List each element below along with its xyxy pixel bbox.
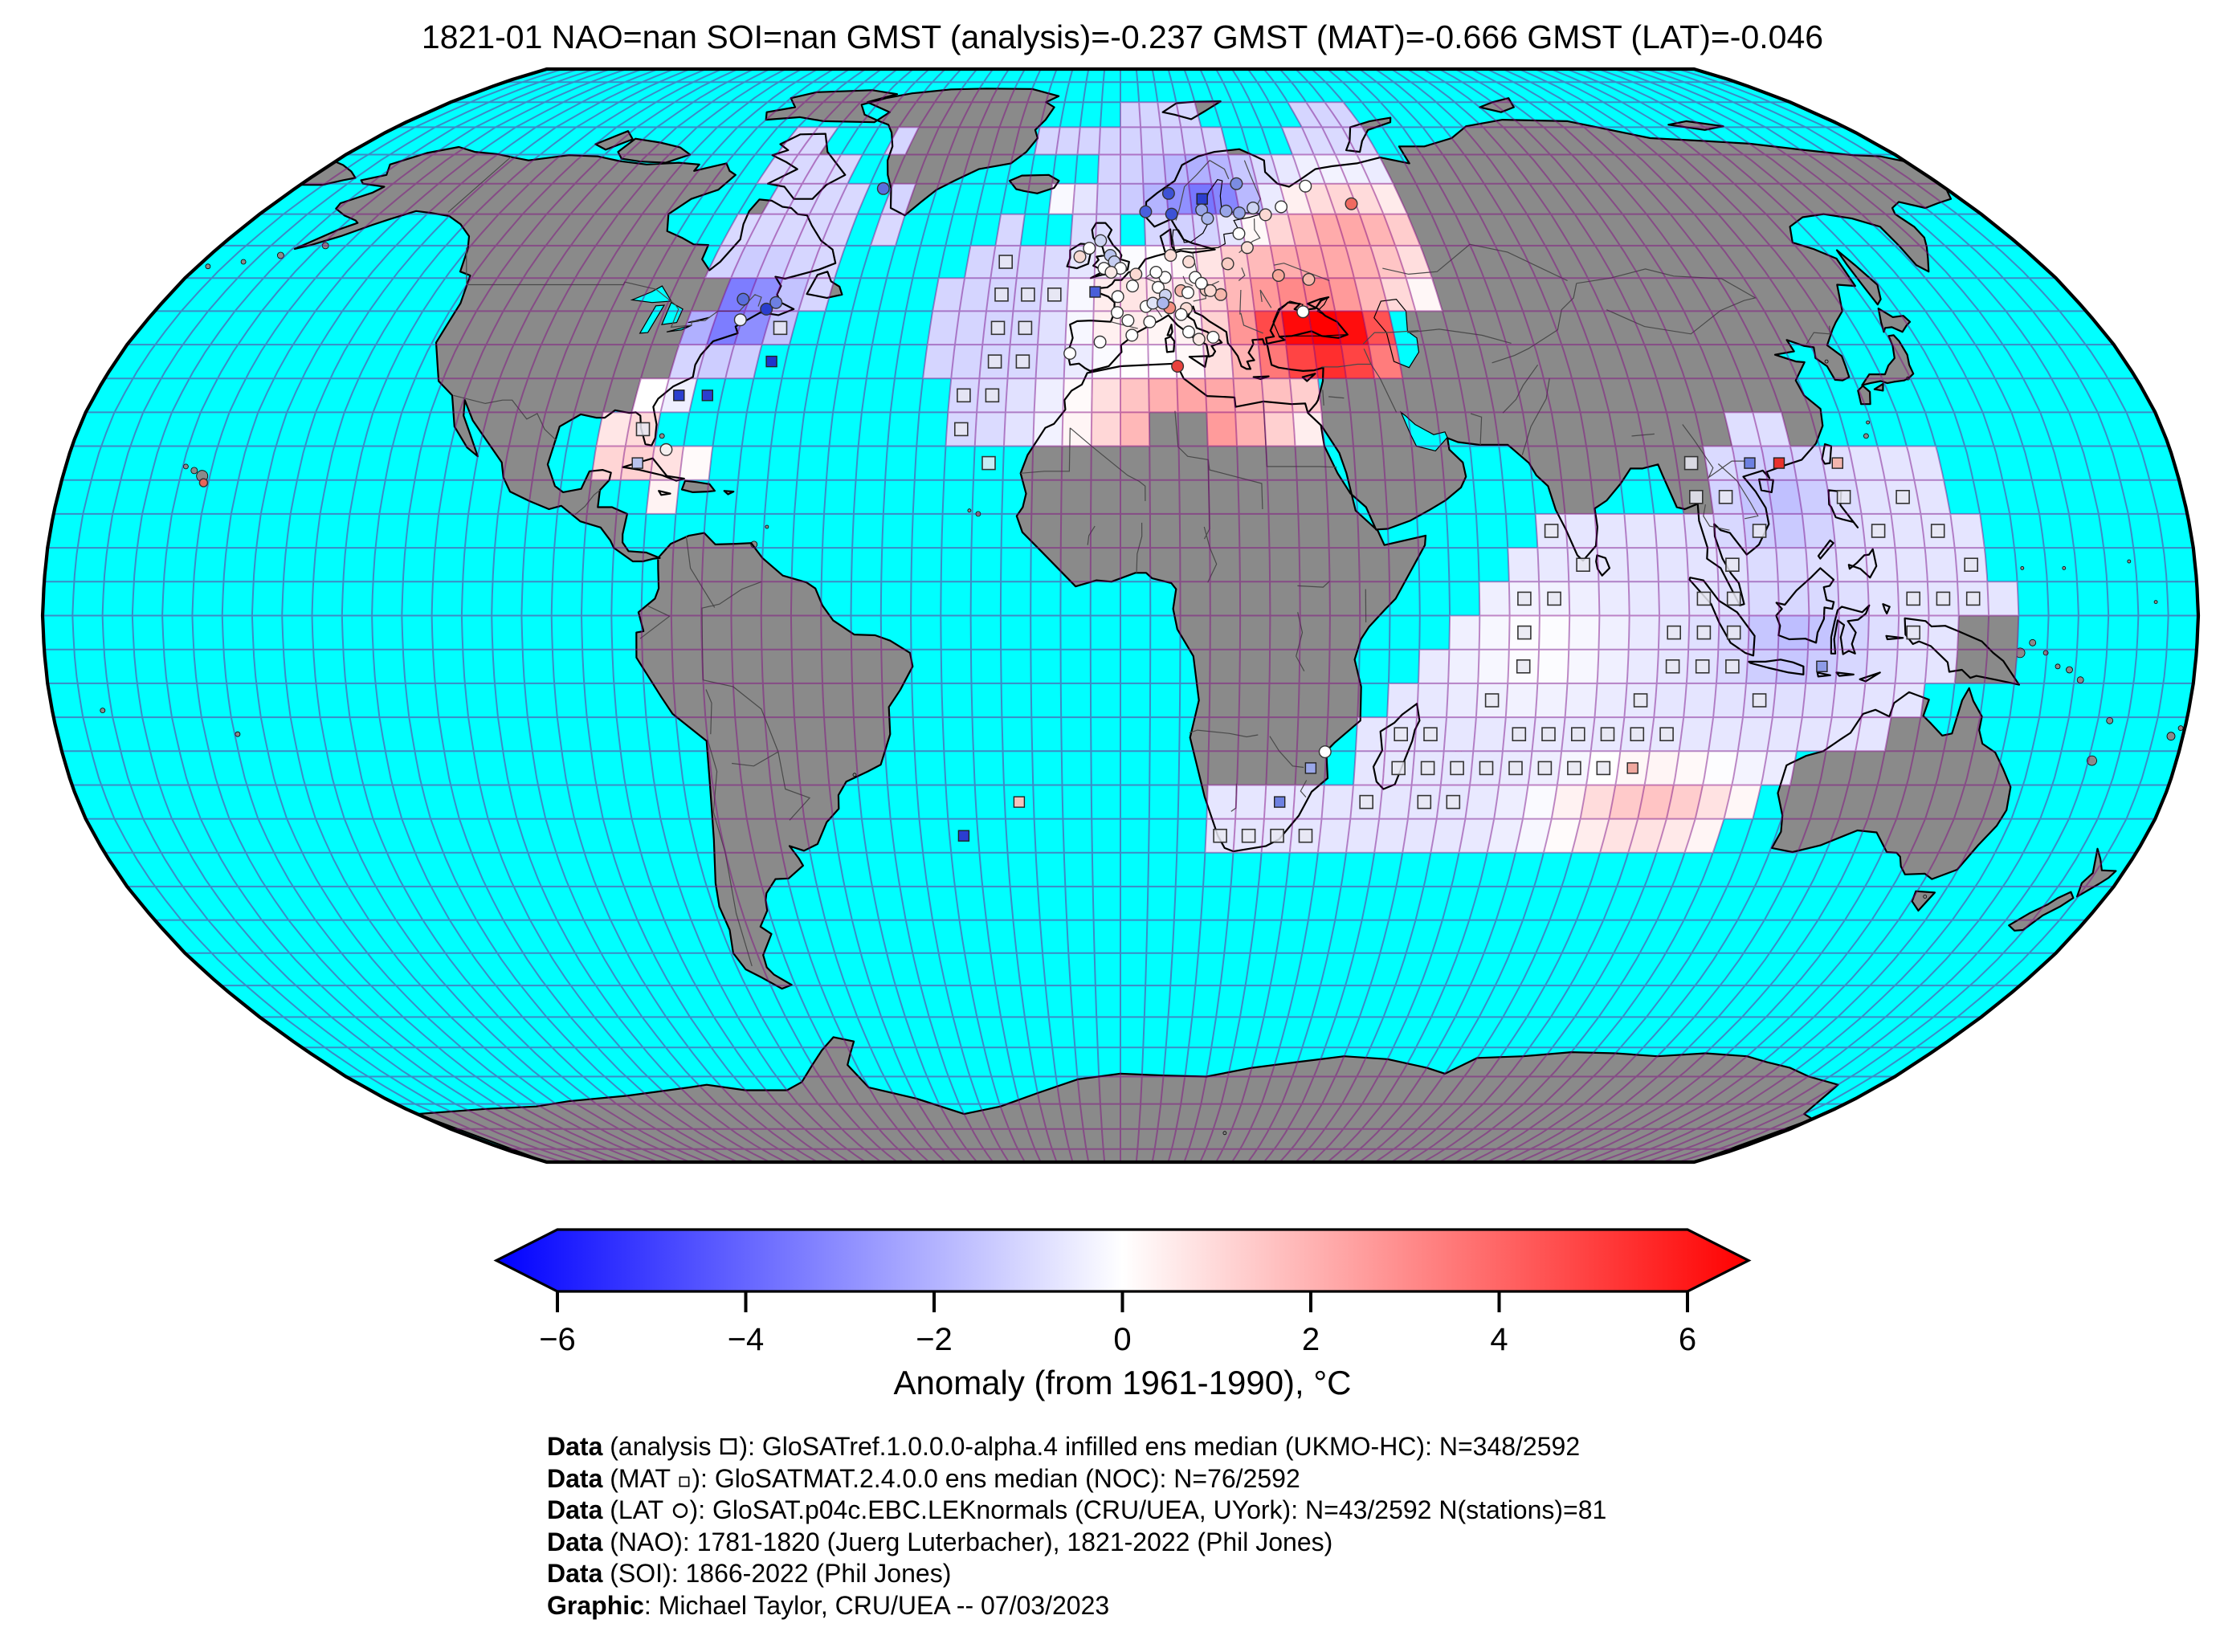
svg-text:−6: −6 bbox=[539, 1322, 576, 1357]
svg-text:4: 4 bbox=[1490, 1322, 1508, 1357]
svg-text:0: 0 bbox=[1113, 1322, 1131, 1357]
svg-text:6: 6 bbox=[1679, 1322, 1696, 1357]
svg-text:−2: −2 bbox=[916, 1322, 953, 1357]
svg-text:−4: −4 bbox=[728, 1322, 765, 1357]
svg-text:Anomaly (from 1961-1990), °C: Anomaly (from 1961-1990), °C bbox=[893, 1364, 1351, 1401]
svg-text:2: 2 bbox=[1302, 1322, 1320, 1357]
